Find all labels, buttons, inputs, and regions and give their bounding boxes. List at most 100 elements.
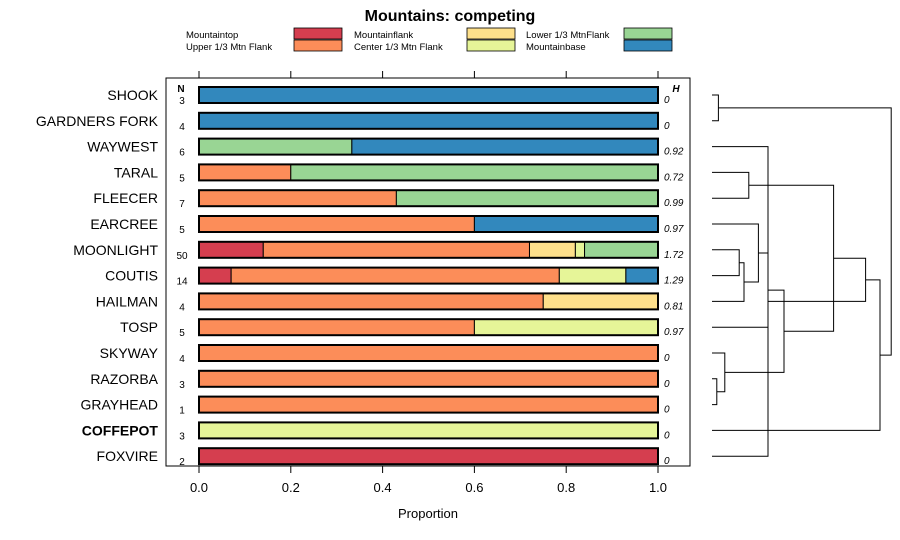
row-label: WAYWEST (87, 139, 158, 155)
h-value: 0.99 (664, 198, 684, 209)
bar-outline (198, 318, 659, 337)
h-value: 0 (664, 430, 670, 441)
bar-segment (558, 267, 627, 285)
n-value: 2 (179, 457, 185, 468)
h-value: 0.97 (664, 327, 684, 338)
bar-segment (473, 215, 659, 233)
h-value: 1.29 (664, 276, 684, 287)
row-label: TARAL (114, 164, 158, 180)
x-tick-label: 0.4 (374, 480, 392, 495)
bar-segment (198, 344, 659, 362)
h-value: 0 (664, 353, 670, 364)
bar-segment (198, 86, 659, 104)
bar-outline (198, 137, 659, 156)
dendrogram (712, 94, 892, 457)
bar-segment (198, 421, 659, 439)
row-label: HAILMAN (96, 293, 158, 309)
legend-swatch (623, 39, 673, 52)
legend-label: Center 1/3 Mtn Flank (354, 42, 443, 53)
bar-segment (351, 138, 659, 156)
n-value: 6 (179, 148, 185, 159)
legend-swatch (293, 39, 343, 52)
n-value: 4 (179, 302, 185, 313)
bar-outline (198, 163, 659, 182)
bar-segment (395, 189, 659, 207)
n-value: 4 (179, 354, 185, 365)
n-value: 5 (179, 173, 185, 184)
n-value: 3 (179, 431, 185, 442)
n-value: 4 (179, 122, 185, 133)
dendrogram-branch (768, 257, 867, 302)
dendrogram-branch (712, 223, 759, 283)
bar-segment (542, 292, 659, 310)
dendrogram-branch (712, 252, 769, 328)
n-column-header: N (177, 84, 184, 95)
bar-outline (198, 395, 659, 414)
h-value: 0 (664, 379, 670, 390)
row-label: GRAYHEAD (80, 397, 158, 413)
n-value: 14 (176, 277, 188, 288)
legend-label: Upper 1/3 Mtn Flank (186, 42, 272, 53)
h-value: 0 (664, 95, 670, 106)
row-label: FLEECER (93, 190, 158, 206)
h-value: 0.92 (664, 147, 684, 158)
row-label: EARCREE (90, 216, 158, 232)
row-label: FOXVIRE (97, 448, 158, 464)
legend-label: Mountainflank (354, 30, 413, 41)
bar-segment (230, 267, 560, 285)
row-label: MOONLIGHT (73, 242, 158, 258)
chart-title: Mountains: competing (365, 8, 536, 25)
n-value: 5 (179, 328, 185, 339)
row-label: COUTIS (105, 268, 158, 284)
bar-outline (198, 421, 659, 440)
bar-outline (198, 111, 659, 130)
dendrogram-branch (712, 352, 726, 393)
h-value: 0 (664, 121, 670, 132)
bar-segment (574, 241, 586, 259)
bar-segment (625, 267, 659, 285)
bar-segment (198, 163, 292, 181)
legend-label: Lower 1/3 MtnFlank (526, 30, 610, 41)
dendrogram-branch (748, 184, 835, 332)
bar-outline (198, 292, 659, 311)
dendrogram-branch (712, 94, 719, 122)
x-axis-label: Proportion (398, 506, 458, 521)
row-label: SKYWAY (100, 345, 159, 361)
legend-swatch (623, 27, 673, 40)
bar-segment (198, 292, 544, 310)
bar-segment (473, 318, 659, 336)
dendrogram-branch (718, 107, 892, 356)
n-value: 3 (179, 380, 185, 391)
row-label: RAZORBA (90, 371, 158, 387)
row-label: SHOOK (107, 87, 158, 103)
row-label: COFFEPOT (82, 422, 159, 438)
bar-segment (198, 215, 475, 233)
dendrogram-branch (712, 249, 740, 277)
bar-outline (198, 240, 659, 259)
row-label: TOSP (120, 319, 158, 335)
h-value: 0.97 (664, 224, 684, 235)
dendrogram-branch (724, 289, 785, 373)
n-value: 5 (179, 225, 185, 236)
bar-segment (198, 447, 659, 465)
bar-segment (528, 241, 576, 259)
bar-segment (198, 370, 659, 388)
bar-segment (198, 241, 264, 259)
bar-segment (290, 163, 659, 181)
h-value: 1.72 (664, 250, 684, 261)
legend-swatch (466, 27, 516, 40)
n-value: 1 (179, 406, 185, 417)
h-value: 0 (664, 456, 670, 467)
bar-segment (198, 112, 659, 130)
legend-swatch (293, 27, 343, 40)
x-tick-label: 0.0 (190, 480, 208, 495)
bar-outline (198, 189, 659, 208)
bar-segment (262, 241, 530, 259)
h-value: 0.81 (664, 301, 683, 312)
row-label: GARDNERS FORK (36, 113, 159, 129)
n-value: 3 (179, 96, 185, 107)
bar-segment (198, 267, 232, 285)
h-column-header: H (672, 84, 680, 95)
